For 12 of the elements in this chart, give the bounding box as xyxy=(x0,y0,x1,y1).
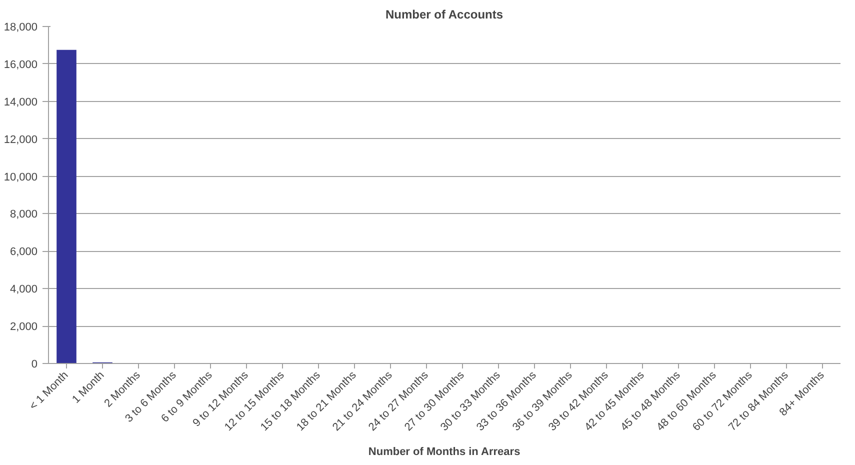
y-tick-label: 8,000 xyxy=(10,208,38,221)
y-tick-label: 12,000 xyxy=(4,134,38,146)
y-tick-label: 6,000 xyxy=(10,246,38,258)
y-tick-label: 14,000 xyxy=(4,96,38,108)
x-axis-title: Number of Months in Arrears xyxy=(368,446,520,458)
y-tick-label: 18,000 xyxy=(4,22,38,34)
chart-title: Number of Accounts xyxy=(385,8,504,22)
y-tick-label: 16,000 xyxy=(4,58,38,71)
y-tick-label: 0 xyxy=(31,358,38,370)
y-tick-label: 4,000 xyxy=(10,284,38,296)
y-tick-label: 2,000 xyxy=(10,321,38,334)
y-tick-label: 10,000 xyxy=(4,171,38,184)
